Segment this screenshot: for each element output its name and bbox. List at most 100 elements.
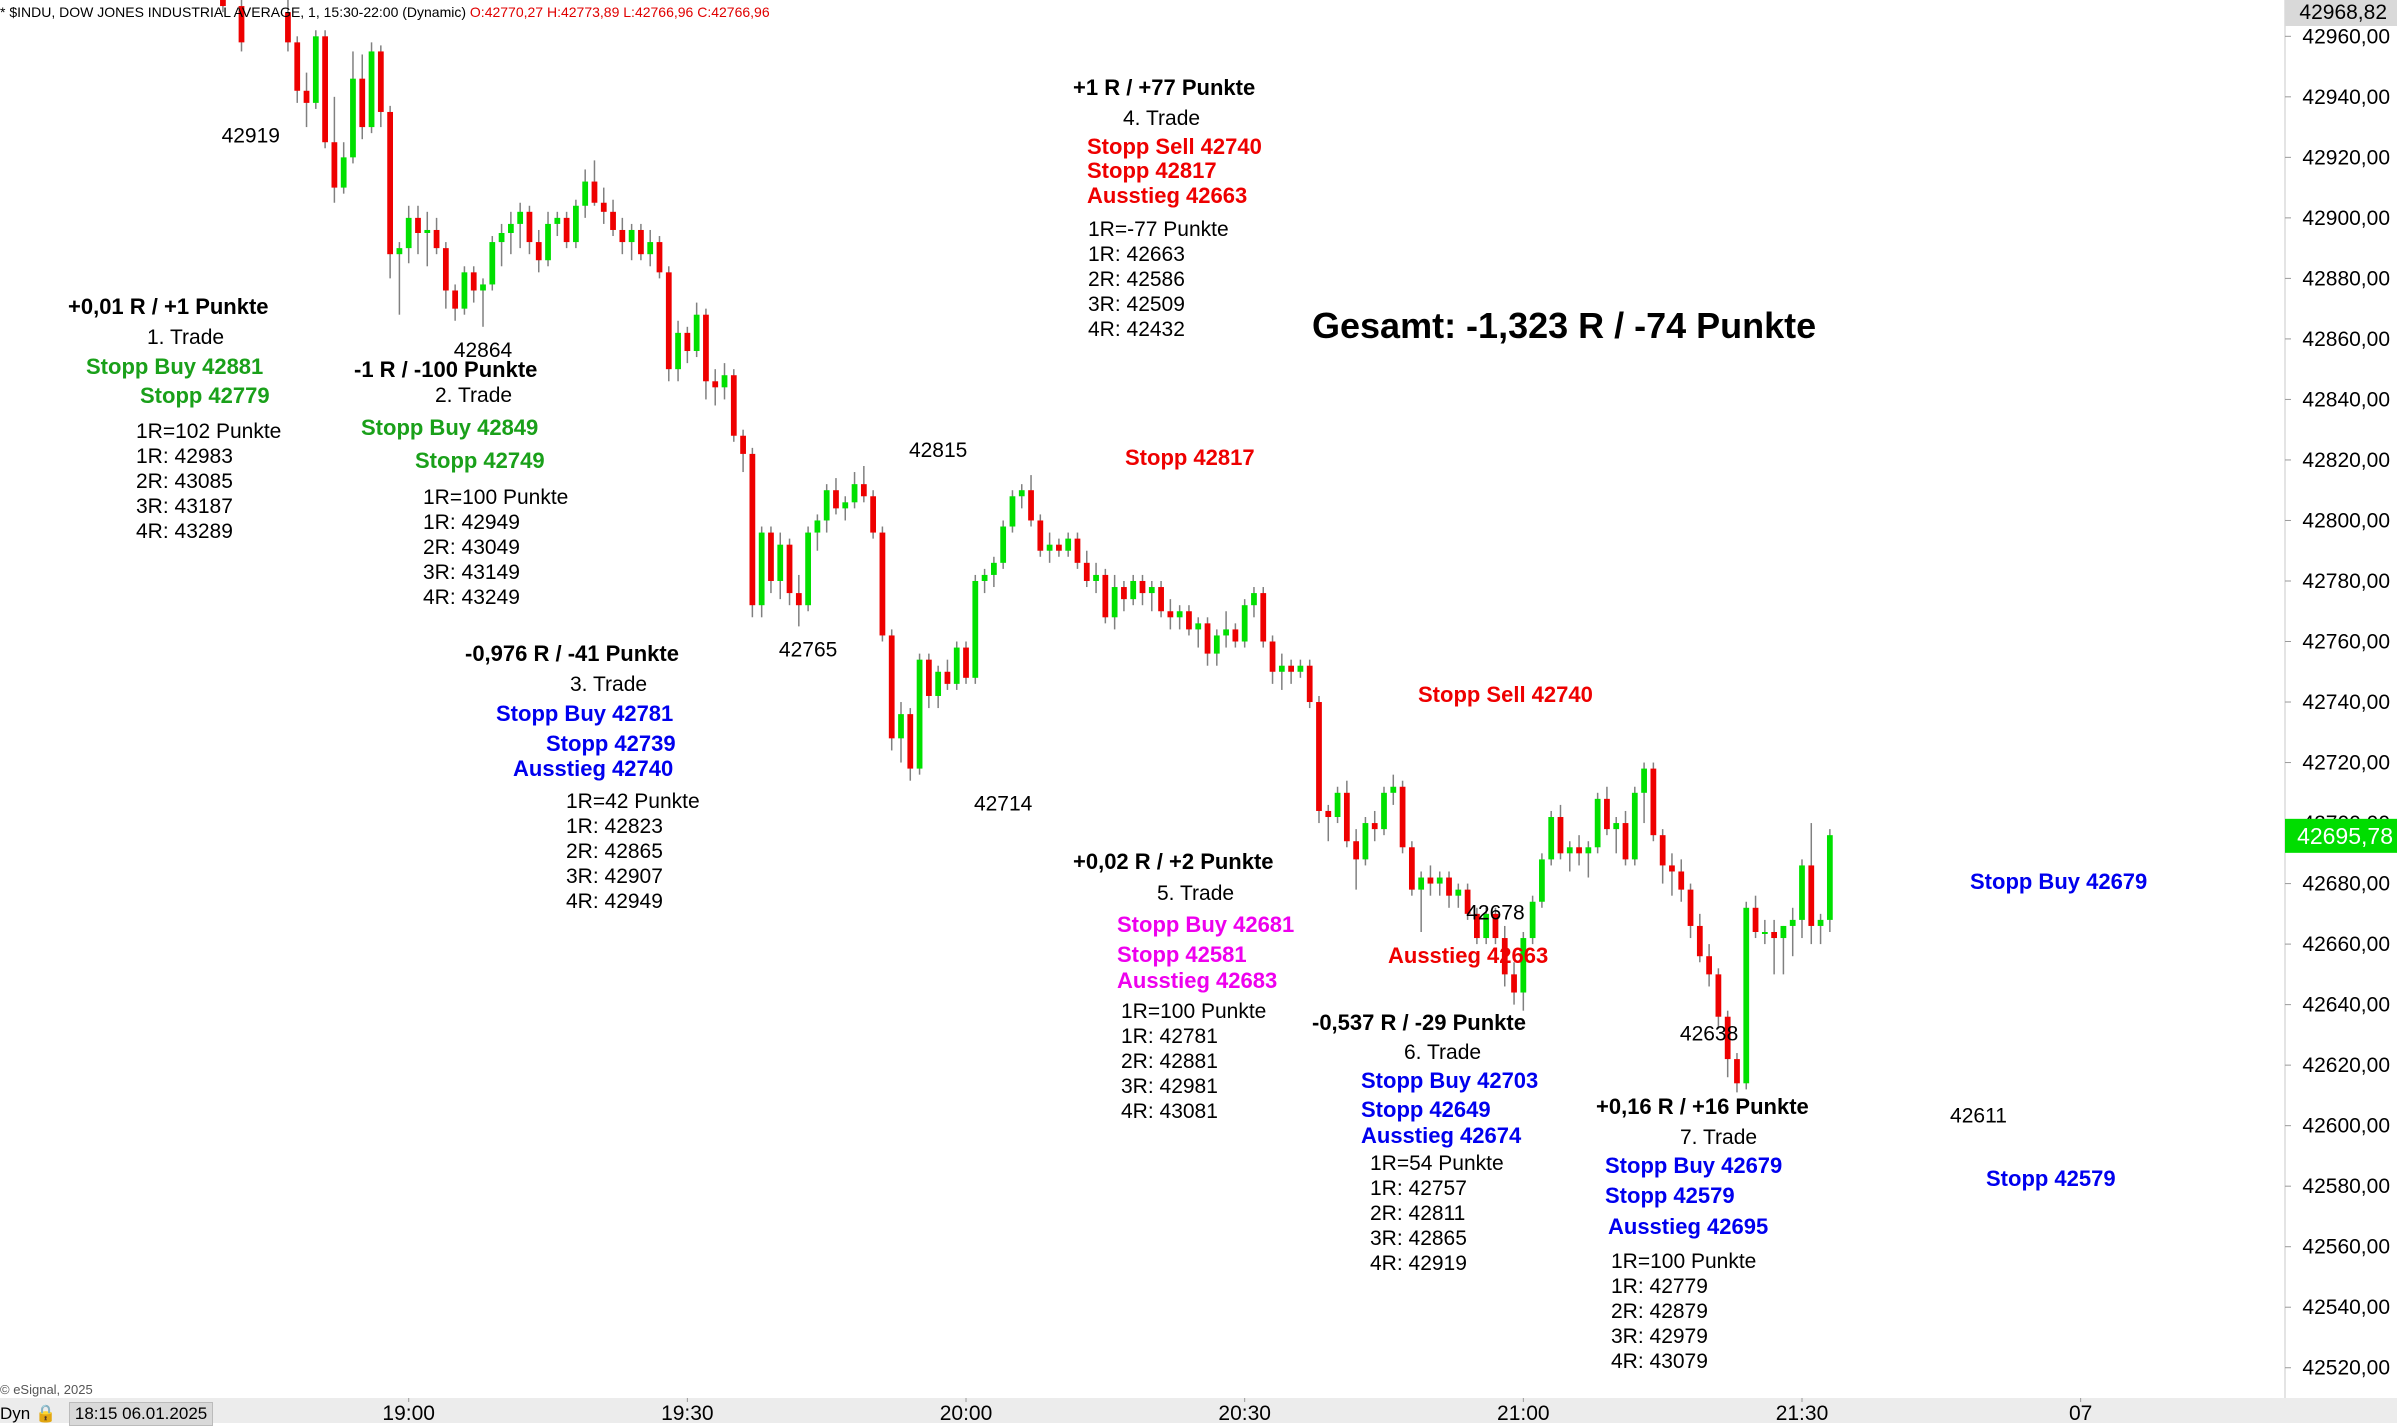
candle — [860, 466, 867, 503]
candle — [582, 169, 589, 218]
y-tick-label: 42840,00 — [2302, 388, 2390, 411]
candle — [1761, 919, 1768, 945]
candle-body-up — [1789, 919, 1796, 926]
trade6-entry: Stopp Buy 42703 — [1361, 1068, 1539, 1093]
candle — [991, 556, 997, 588]
candle — [1056, 538, 1062, 557]
candle-body-down — [1158, 587, 1164, 612]
candle-body-up — [916, 659, 923, 769]
last-price-tag-label: 42695,78 — [2297, 823, 2393, 849]
candle — [1167, 599, 1174, 630]
candle-body-down — [610, 211, 616, 230]
candle — [1622, 810, 1629, 866]
candle — [1501, 925, 1508, 987]
candle — [591, 160, 598, 206]
candle-body-down — [1399, 786, 1406, 848]
candle — [1715, 968, 1722, 1029]
candle — [1381, 786, 1387, 836]
candle — [925, 653, 932, 709]
r-target-line: 2R: 43085 — [136, 470, 233, 493]
candle — [1083, 550, 1090, 588]
r-target-line: 2R: 42865 — [566, 840, 663, 863]
candle-body-up — [1018, 490, 1025, 497]
candle — [675, 320, 681, 382]
y-tick-label: 42520,00 — [2302, 1357, 2390, 1380]
trade1-stop: Stopp 42779 — [140, 383, 270, 408]
candle — [1093, 562, 1099, 594]
y-tick-label: 42560,00 — [2302, 1236, 2390, 1259]
chart-title: * $INDU, DOW JONES INDUSTRIAL AVERAGE, 1… — [0, 4, 467, 20]
r-target-line: 1R=54 Punkte — [1370, 1152, 1504, 1175]
candle — [1028, 475, 1034, 527]
candle-body-down — [1371, 823, 1378, 830]
trade3-title: 3. Trade — [570, 673, 648, 696]
r-target-line: 2R: 42881 — [1121, 1050, 1218, 1073]
candle — [1427, 865, 1434, 896]
candle — [377, 45, 384, 128]
candle — [489, 236, 496, 291]
candle-body-up — [1594, 798, 1601, 848]
candle-body-up — [1278, 665, 1285, 672]
candle — [1009, 490, 1016, 533]
candle-body-down — [359, 78, 366, 128]
candle-body-up — [1334, 792, 1341, 818]
candle-body-up — [340, 157, 347, 188]
candle — [1306, 659, 1313, 709]
candle-body-down — [1446, 877, 1452, 896]
candle — [507, 211, 514, 255]
lock-icon[interactable]: 🔒 — [34, 1404, 57, 1423]
candle — [1297, 659, 1304, 678]
candle-body-down — [238, 6, 245, 43]
candle-body-down — [1771, 932, 1778, 939]
candle — [712, 369, 719, 406]
candle-body-down — [1808, 865, 1815, 926]
candle — [1260, 587, 1267, 648]
candle — [823, 484, 830, 533]
candle — [1139, 574, 1146, 606]
candle — [526, 205, 533, 255]
trade3-result: -0,976 R / -41 Punkte — [465, 641, 679, 666]
candle-body-up — [693, 314, 700, 352]
r-target-line: 1R=102 Punkte — [136, 420, 282, 443]
candle-body-down — [285, 12, 291, 43]
candle-body-down — [768, 532, 774, 581]
candle-body-down — [1316, 702, 1322, 811]
candle — [665, 266, 672, 382]
candle-body-down — [1696, 925, 1703, 957]
candle — [1000, 520, 1007, 569]
candle-body-up — [1213, 635, 1220, 654]
candle-body-down — [600, 202, 607, 212]
candle-body-down — [1102, 574, 1109, 618]
candle-body-down — [870, 496, 877, 533]
candle-body-up — [1111, 587, 1118, 618]
candle-body-up — [368, 51, 375, 128]
candle-body-down — [1288, 665, 1294, 672]
candle — [1826, 829, 1833, 932]
candle — [554, 211, 561, 237]
candle-body-down — [1678, 871, 1685, 890]
candle — [1362, 817, 1369, 866]
candle — [768, 526, 774, 594]
candle-body-down — [563, 217, 570, 243]
candle — [628, 223, 635, 261]
candle-body-down — [1622, 823, 1629, 860]
candle-body-down — [1734, 1059, 1740, 1084]
candle-body-down — [220, 0, 226, 7]
candle-body-down — [452, 290, 459, 309]
candle — [1724, 1010, 1731, 1078]
candle-body-up — [972, 580, 979, 678]
candle-body-up — [1093, 574, 1099, 581]
dynamic-mode-label[interactable]: Dyn — [0, 1404, 31, 1423]
candle-body-up — [350, 78, 356, 158]
candle — [433, 217, 440, 255]
candle-body-up — [1390, 786, 1397, 793]
swing-price-label: 42611 — [1950, 1104, 2007, 1127]
candle-body-up — [1046, 544, 1053, 551]
candle-body-down — [1028, 490, 1034, 521]
candle — [1288, 659, 1294, 684]
candle-body-down — [944, 671, 951, 684]
r-target-line: 4R: 43079 — [1611, 1350, 1708, 1373]
candle-body-up — [814, 520, 821, 533]
